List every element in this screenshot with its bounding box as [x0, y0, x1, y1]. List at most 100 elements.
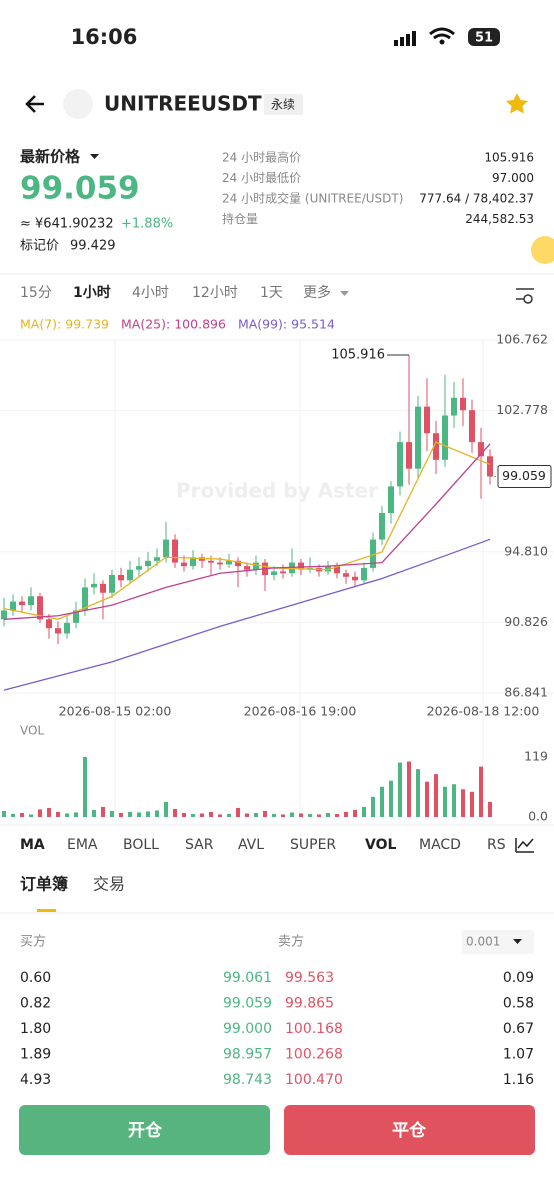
volume-bar	[452, 784, 456, 817]
ma-line	[3, 538, 491, 691]
volume-bar	[344, 811, 348, 817]
interval-tab[interactable]: 更多	[303, 284, 331, 301]
volume-bar	[164, 801, 168, 817]
chart-settings[interactable]	[516, 288, 534, 300]
favorite[interactable]	[506, 93, 528, 114]
volume-bar	[380, 786, 384, 817]
candle-body	[433, 433, 439, 460]
open-button[interactable]	[19, 1105, 270, 1155]
indicator-fade	[505, 830, 554, 860]
indicator-tab[interactable]: VOL	[365, 837, 396, 853]
volume-bar	[65, 813, 69, 817]
indicator-settings[interactable]	[515, 838, 534, 853]
volume-bar	[92, 809, 96, 817]
candle-body	[271, 571, 277, 576]
cny-price: ≈ ¥641.90232	[20, 217, 114, 232]
candle-body	[334, 566, 340, 574]
candle-body	[460, 397, 466, 411]
precision-select[interactable]	[462, 930, 534, 954]
ma-value: 100.896	[174, 317, 226, 332]
volume-bar	[389, 780, 393, 817]
candle-body	[154, 557, 160, 561]
last-price-tag: 99.059	[502, 468, 546, 483]
indicator-tab[interactable]: AVL	[238, 837, 264, 853]
price-label[interactable]: 最新价格	[20, 148, 81, 166]
volume-bar	[362, 806, 366, 817]
ask-qty: 0.58	[503, 996, 534, 1012]
candle-body	[118, 575, 124, 581]
ask-qty: 1.16	[503, 1072, 534, 1088]
dropdown-arrow	[90, 154, 99, 159]
volume-bar	[38, 809, 42, 817]
back-button[interactable]	[25, 95, 44, 113]
candle-body	[352, 576, 358, 581]
orderbook-tab[interactable]: 交易	[93, 875, 125, 894]
ask-qty: 0.09	[503, 970, 534, 986]
candle-body	[1, 610, 7, 620]
candle-body	[253, 562, 259, 570]
candle-body	[73, 610, 79, 623]
vol-tick-label: 0.0	[528, 809, 548, 824]
candle-body	[478, 442, 484, 457]
volume-bar	[416, 769, 420, 817]
volume-bar	[74, 812, 78, 817]
candle-body	[19, 601, 25, 606]
indicator-tab[interactable]: EMA	[67, 837, 98, 853]
orderbook-tab[interactable]: 订单簿	[20, 875, 68, 894]
indicator-tab[interactable]: SAR	[185, 837, 214, 853]
precision: 0.001	[466, 935, 500, 949]
candle-body	[100, 583, 106, 593]
max-price: 105.916	[331, 347, 385, 362]
candle-body	[226, 560, 232, 565]
candle-body	[298, 562, 304, 570]
interval-tab[interactable]: 1小时	[73, 284, 111, 301]
candle-body	[370, 539, 376, 568]
volume-bar	[353, 809, 357, 817]
clock: 16:06	[71, 25, 138, 49]
candle-body	[145, 560, 151, 567]
buy-header: 买方	[20, 934, 46, 950]
ma-line	[3, 441, 491, 620]
volume-bar	[308, 813, 312, 817]
interval-tab[interactable]: 12小时	[192, 285, 238, 301]
volume-bar	[218, 814, 222, 817]
tab-underline	[37, 909, 56, 912]
candle-body	[82, 587, 88, 611]
stat-value: 244,582.53	[465, 212, 534, 226]
mascot[interactable]	[531, 236, 554, 264]
indicator-tab[interactable]: MA	[20, 837, 45, 853]
volume-bar	[272, 813, 276, 817]
indicator-tab[interactable]: BOLL	[123, 837, 159, 853]
interval-tab[interactable]: 4小时	[132, 285, 169, 301]
mark-price: 99.429	[70, 239, 116, 254]
candle-body	[64, 622, 70, 634]
bid-price: 99.059	[223, 996, 272, 1012]
candle-body	[37, 596, 43, 620]
volume-bar	[227, 813, 231, 817]
candle-body	[181, 562, 187, 567]
ask-qty: 1.07	[503, 1047, 534, 1063]
interval-tab[interactable]: 1天	[260, 285, 283, 301]
volume-bar	[470, 791, 474, 817]
volume-label: VOL	[20, 724, 44, 738]
indicator-tab[interactable]: MACD	[419, 837, 461, 853]
volume-bar	[290, 812, 294, 817]
volume-bar	[29, 814, 33, 817]
indicator-tab[interactable]: SUPER	[290, 837, 336, 853]
wifi-dot	[439, 39, 445, 45]
interval-tab[interactable]: 15分	[20, 285, 52, 301]
ask-price: 99.865	[285, 996, 334, 1012]
tag-box	[264, 94, 303, 115]
x-label: 2026-08-15 02:00	[59, 704, 172, 719]
volume-bar	[263, 810, 267, 817]
indicator-tab[interactable]: RSI	[487, 837, 510, 853]
y-tick-label: 90.826	[504, 614, 548, 629]
candle-body	[343, 573, 349, 577]
close-button[interactable]	[284, 1105, 535, 1155]
ask-price: 100.168	[285, 1021, 343, 1037]
token-logo	[63, 89, 93, 119]
candle-body	[244, 566, 250, 570]
contract-tag: 永续	[271, 98, 295, 112]
x-label: 2026-08-16 19:00	[244, 704, 357, 719]
